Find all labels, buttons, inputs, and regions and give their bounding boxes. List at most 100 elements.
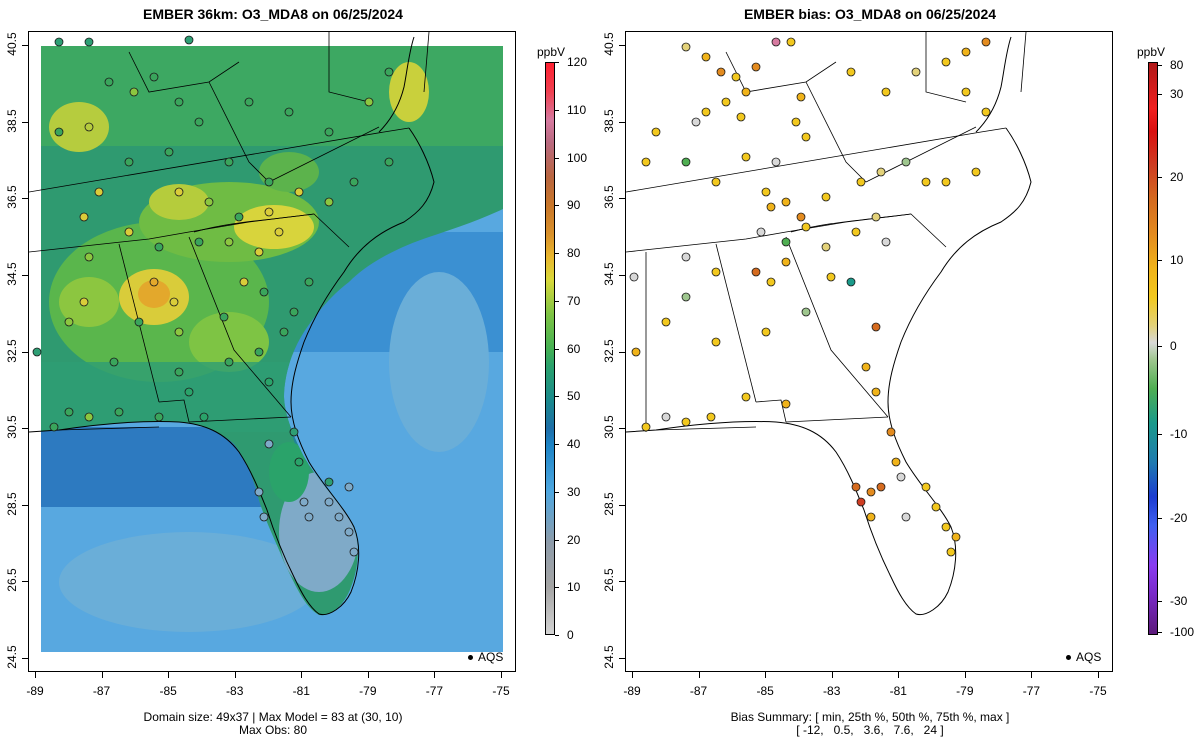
right-y-tickmark <box>619 351 625 353</box>
right-x-tick-label: -77 <box>1022 684 1041 698</box>
right-colorbar-tick-label: 0 <box>1170 338 1177 353</box>
aqs-legend-dot-icon <box>1066 655 1071 661</box>
left-y-tick-label: 38.5 <box>5 108 19 133</box>
right-colorbar-tick-label: 30 <box>1170 86 1184 101</box>
state-borders-bias <box>626 32 1027 432</box>
left-x-tick-label: -75 <box>492 684 510 698</box>
left-y-tick-label: 28.5 <box>5 492 19 516</box>
right-colorbar-tick-label: 10 <box>1170 252 1184 267</box>
bias-summary-values: [ -12, 0.5, 3.6, 7.6, 24 ] <box>796 723 944 737</box>
right-footer: Bias Summary: [ min, 25th %, 50th %, 75t… <box>625 711 1115 737</box>
left-x-tickmark <box>168 672 170 678</box>
left-colorbar <box>545 62 555 635</box>
left-y-tick-label: 30.5 <box>5 415 19 439</box>
right-y-tickmark <box>619 658 625 659</box>
left-x-tickmark <box>101 672 103 678</box>
left-map-title: EMBER 36km: O3_MDA8 on 06/25/2024 <box>143 6 403 22</box>
right-colorbar-tick-label: -100 <box>1170 625 1195 640</box>
left-x-tickmark <box>301 672 303 678</box>
left-colorbar-tick-label: 20 <box>567 532 581 547</box>
left-y-tick-label: 26.5 <box>5 568 19 593</box>
left-y-tick-label: 34.5 <box>5 262 19 286</box>
right-x-tick-label: -85 <box>756 684 774 698</box>
left-y-tick-label: 40.5 <box>5 32 19 56</box>
bias-summary-header: Bias Summary: [ min, 25th %, 50th %, 75t… <box>730 710 1010 724</box>
right-colorbar-tickmark <box>1158 632 1162 634</box>
right-y-tick-label: 24.5 <box>602 645 616 669</box>
right-x-tickmark <box>1098 672 1099 678</box>
left-colorbar-tickmark <box>555 396 559 398</box>
right-x-tickmark <box>698 672 700 678</box>
left-colorbar-tickmark <box>555 539 559 541</box>
right-colorbar-unit: ppbV <box>1137 45 1166 59</box>
right-y-tick-label: 40.5 <box>602 32 616 56</box>
right-legend: AQS <box>1066 650 1101 664</box>
right-y-tickmark <box>619 121 625 123</box>
right-x-tickmark <box>964 672 966 678</box>
right-y-tickmark <box>619 581 625 583</box>
left-colorbar-tickmark <box>555 587 559 589</box>
aqs-sites-model <box>32 35 394 557</box>
left-y-tickmark <box>22 121 28 123</box>
coastline-bias <box>626 36 1032 616</box>
max-obs-summary: Max Obs: 80 <box>238 723 308 737</box>
right-y-tick-label: 34.5 <box>602 262 616 286</box>
left-y-tickmark <box>22 504 28 506</box>
left-x-tick-label: -85 <box>159 684 177 698</box>
left-x-tickmark <box>367 672 369 678</box>
right-colorbar-tick-label: -10 <box>1170 427 1188 442</box>
left-colorbar-tick-label: 110 <box>567 102 587 117</box>
left-x-tickmark <box>35 672 36 678</box>
right-colorbar-tick-label: -30 <box>1170 593 1188 608</box>
left-colorbar-tick-label: 40 <box>567 437 581 451</box>
left-x-tickmark <box>501 672 502 678</box>
left-colorbar-tickmark <box>555 253 559 254</box>
right-x-tickmark <box>765 672 767 678</box>
right-y-tick-label: 36.5 <box>602 185 616 209</box>
right-colorbar-tick-label: -20 <box>1170 510 1188 525</box>
right-legend-label: AQS <box>1076 650 1102 664</box>
right-y-tickmark <box>619 428 625 430</box>
right-colorbar-tickmark <box>1158 345 1162 347</box>
aqs-sites-bias <box>629 37 991 557</box>
aqs-legend-dot-icon <box>468 655 473 661</box>
right-y-tickmark <box>619 274 625 276</box>
left-y-tickmark <box>22 658 28 659</box>
bias-map[interactable] <box>625 31 1113 672</box>
left-colorbar-tickmark <box>555 444 559 445</box>
coastline <box>29 36 435 616</box>
right-colorbar-tickmark <box>1158 600 1162 602</box>
right-map-title: EMBER bias: O3_MDA8 on 06/25/2024 <box>743 6 997 22</box>
left-colorbar-tickmark <box>555 635 559 636</box>
left-y-tick-label: 24.5 <box>5 645 19 669</box>
left-colorbar-tick-label: 50 <box>567 389 581 404</box>
left-colorbar-tick-label: 70 <box>567 293 581 308</box>
left-colorbar-tickmark <box>555 300 559 302</box>
right-y-tickmark <box>619 198 625 200</box>
left-y-tickmark <box>22 198 28 200</box>
left-x-tick-label: -79 <box>359 684 377 698</box>
right-y-tick-label: 26.5 <box>602 568 616 593</box>
left-x-tick-label: -83 <box>226 684 244 698</box>
left-colorbar-tick-label: 10 <box>567 580 581 595</box>
left-x-tickmark <box>434 672 436 678</box>
right-y-tick-label: 30.5 <box>602 415 616 439</box>
left-y-tickmark <box>22 428 28 430</box>
left-y-tick-label: 36.5 <box>5 185 19 209</box>
right-y-tick-label: 38.5 <box>602 108 616 133</box>
left-colorbar-tick-label: 80 <box>567 246 581 260</box>
left-colorbar-tick-label: 0 <box>567 628 574 642</box>
domain-summary: Domain size: 49x37 | Max Model = 83 at (… <box>143 710 403 724</box>
left-colorbar-tick-label: 100 <box>567 150 588 165</box>
right-x-tick-label: -87 <box>689 684 708 698</box>
right-x-tickmark <box>898 672 900 678</box>
model-ozone-map[interactable] <box>28 31 516 672</box>
right-x-tick-label: -83 <box>823 684 841 698</box>
left-y-tickmark <box>22 274 28 276</box>
left-x-tick-label: -77 <box>425 684 444 698</box>
right-x-tick-label: -75 <box>1089 684 1107 698</box>
left-colorbar-tickmark <box>555 491 559 493</box>
left-colorbar-unit: ppbV <box>537 45 566 59</box>
right-colorbar-tickmark <box>1158 176 1162 178</box>
right-x-tickmark <box>831 672 833 678</box>
